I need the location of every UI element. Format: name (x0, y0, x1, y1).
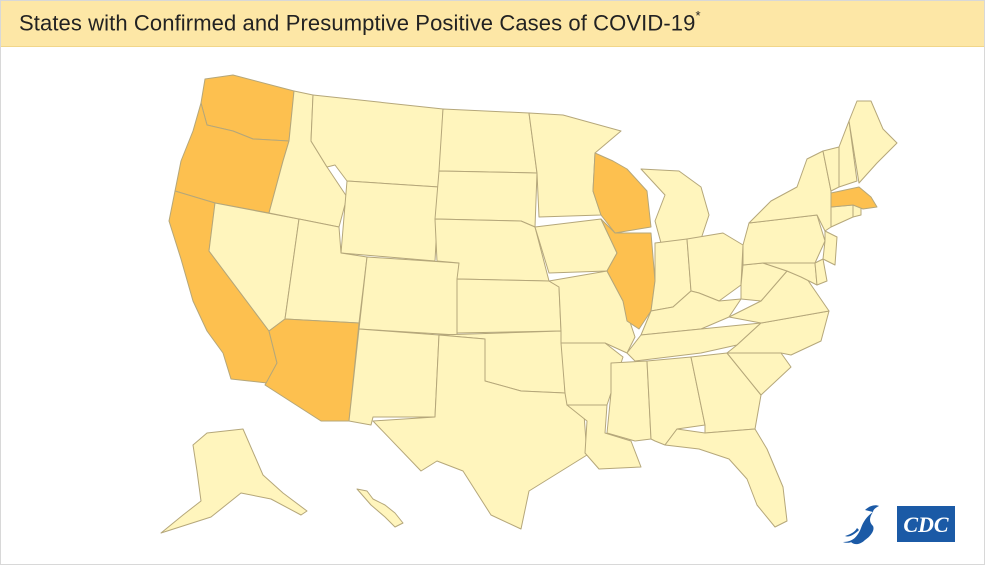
title-text: States with Confirmed and Presumptive Po… (19, 10, 696, 36)
us-map (160, 74, 898, 534)
state-south-dakota (434, 170, 538, 228)
state-louisiana (566, 404, 642, 470)
footnote-marker: * (695, 8, 701, 24)
header-bar: States with Confirmed and Presumptive Po… (1, 1, 984, 47)
state-arizona (264, 318, 360, 422)
state-hawaii (356, 488, 404, 528)
state-wyoming (340, 180, 440, 262)
state-kansas (456, 278, 562, 334)
state-illinois (600, 218, 656, 330)
state-wisconsin (592, 152, 652, 234)
page-title: States with Confirmed and Presumptive Po… (19, 8, 701, 36)
state-maryland (762, 262, 818, 286)
state-michigan (640, 168, 710, 244)
state-massachusetts (830, 186, 878, 210)
state-arkansas (560, 342, 624, 406)
state-maine (848, 100, 898, 184)
state-alaska (160, 428, 308, 534)
hhs-eagle-icon (843, 505, 879, 545)
state-new-mexico (348, 328, 440, 426)
state-new-hampshire (838, 120, 858, 188)
state-north-dakota (438, 108, 538, 174)
state-ohio (686, 232, 744, 302)
state-new-jersey (822, 230, 838, 266)
state-mississippi (606, 360, 652, 442)
state-texas (372, 334, 588, 530)
state-delaware (814, 258, 828, 286)
state-colorado (358, 256, 460, 336)
state-connecticut (830, 204, 854, 228)
cdc-logo-text: CDC (903, 512, 949, 537)
state-florida (664, 428, 788, 528)
cdc-logo: CDC (843, 505, 955, 545)
cdc-logo-box (897, 506, 955, 542)
